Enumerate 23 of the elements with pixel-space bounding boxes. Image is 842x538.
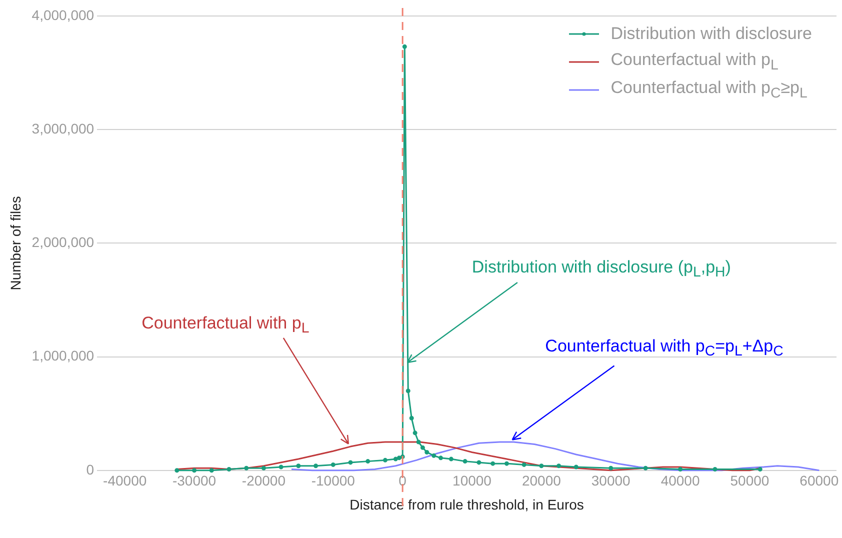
x-tick-label: 50000 [730,472,770,489]
x-tick-label: -20000 [242,472,286,489]
y-tick-label: 3,000,000 [32,120,94,136]
x-tick-label: 60000 [800,472,839,489]
x-tick-label: 20000 [522,472,562,489]
x-tick-label: 30000 [591,472,631,489]
y-tick-label: 0 [86,461,94,478]
x-tick-label: 10000 [452,472,492,489]
legend-label: Counterfactual with p$_{L}$ [610,50,778,74]
x-tick-label: -30000 [172,472,216,489]
x-tick-label: 40000 [660,472,700,489]
y-axis-title: Number of files [7,196,24,290]
x-tick-label: -40000 [103,472,147,489]
y-tick-label: 4,000,000 [32,6,94,23]
legend-label: Distribution with disclosure [610,24,812,44]
x-axis-title: Distance from rule threshold, in Euros [350,496,584,512]
annotation: Distribution with disclosure (p$_{L}$,p$_{H}$) [472,258,731,282]
x-tick-label: -10000 [311,472,356,489]
annotation: Counterfactual with p$_{C}$=p$_{L}$+Δp$_{C}$ [545,336,784,360]
y-tick-label: 2,000,000 [32,234,94,250]
legend-label: Counterfactual with p$_{C}$≥p$_{L}$ [610,78,808,102]
y-tick-label: 1,000,000 [32,348,94,364]
annotation: Counterfactual with p$_{L}$ [142,313,310,337]
